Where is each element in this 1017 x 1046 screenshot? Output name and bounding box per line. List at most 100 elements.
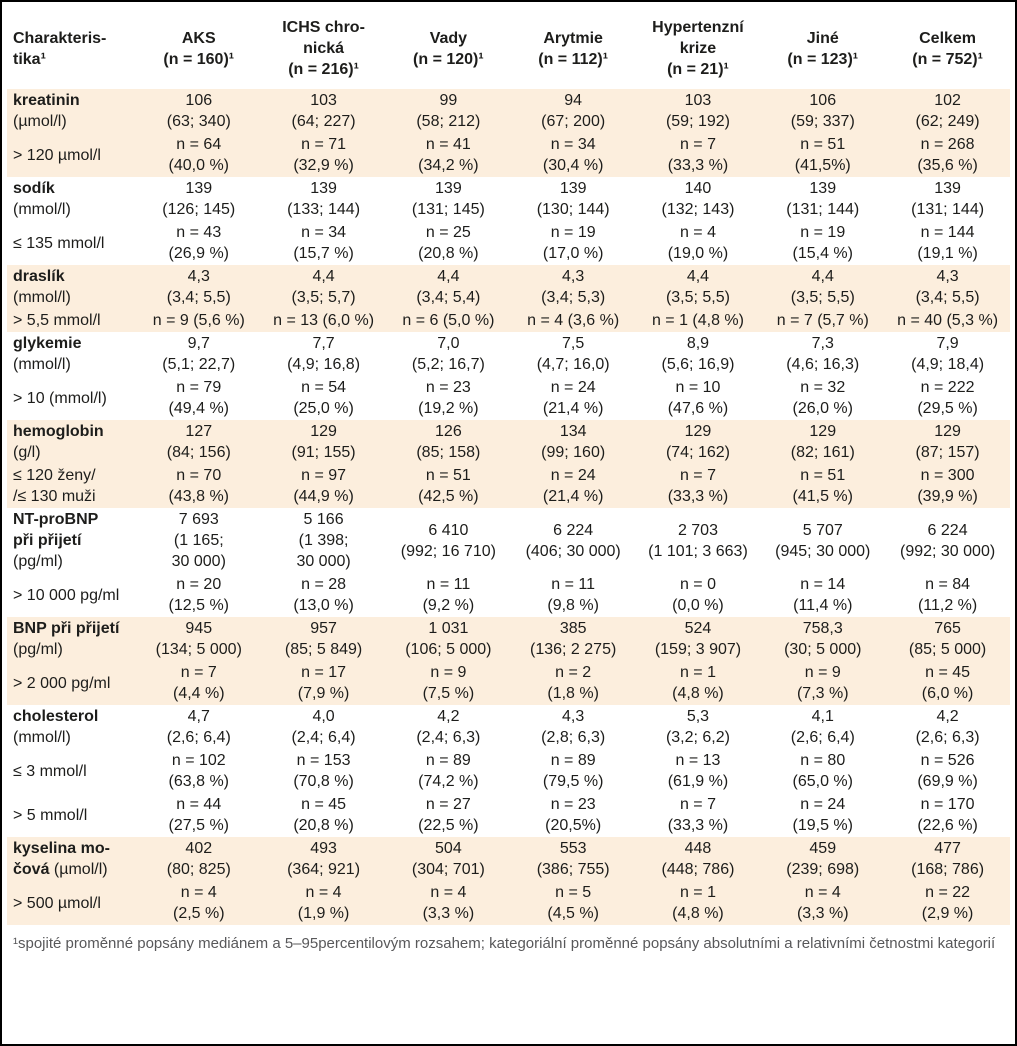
value-cell-ntprobnp-gt-10000-jine: n = 14 (11,4 %) (760, 573, 886, 617)
value-cell-cholesterol-median-vady: 4,2 (2,4; 6,3) (385, 705, 511, 749)
value-cell-sodik-median-vady: 139 (131; 145) (385, 177, 511, 221)
value-cell-cholesterol-le-3-hypertenzni: n = 13 (61,9 %) (635, 749, 761, 793)
value-cell-bnp-gt-2000-ichs: n = 17 (7,9 %) (261, 661, 386, 705)
value-cell-sodik-le-135-vady: n = 25 (20,8 %) (385, 221, 511, 265)
value-cell-ntprobnp-gt-10000-aks: n = 20 (12,5 %) (136, 573, 262, 617)
row-label-ntprobnp-median: NT-proBNP při přijetí (pg/ml) (7, 508, 137, 573)
value-cell-kreatinin-median-arytmie: 94 (67; 200) (510, 89, 636, 133)
value-cell-cholesterol-le-3-celkem: n = 526 (69,9 %) (885, 749, 1010, 793)
value-cell-sodik-median-celkem: 139 (131; 144) (885, 177, 1010, 221)
table-row-glykemie-gt-10: > 10 (mmol/l) n = 79 (49,4 %) n = 54 (25,0… (7, 376, 1010, 420)
value-cell-cholesterol-gt-5-vady: n = 27 (22,5 %) (385, 793, 511, 837)
table-row-draslik-gt-55: > 5,5 mmol/l n = 9 (5,6 %) n = 13 (6,0 %) n… (7, 309, 1010, 332)
value-cell-cholesterol-gt-5-hypertenzni: n = 7 (33,3 %) (635, 793, 761, 837)
table-row-glykemie-median: glykemie (mmol/l) 9,7 (5,1; 22,7) 7,7 (4,9;… (7, 332, 1010, 376)
value-cell-draslik-median-ichs: 4,4 (3,5; 5,7) (261, 265, 386, 309)
row-label-hemoglobin-median: hemoglobin (g/l) (7, 420, 137, 464)
value-cell-bnp-gt-2000-arytmie: n = 2 (1,8 %) (510, 661, 636, 705)
value-cell-kreatinin-gt-120-ichs: n = 71 (32,9 %) (261, 133, 386, 177)
value-cell-ntprobnp-gt-10000-arytmie: n = 11 (9,8 %) (510, 573, 636, 617)
value-cell-kyselina-gt-500-arytmie: n = 5 (4,5 %) (510, 881, 636, 925)
value-cell-kyselina-median-ichs: 493 (364; 921) (261, 837, 386, 881)
value-cell-sodik-median-jine: 139 (131; 144) (760, 177, 886, 221)
value-cell-draslik-gt-55-vady: n = 6 (5,0 %) (385, 309, 511, 332)
table-footnote: ¹spojité proměnné popsány mediánem a 5–9… (7, 925, 1010, 961)
value-cell-ntprobnp-median-vady: 6 410 (992; 16 710) (385, 508, 511, 573)
table-row-hemoglobin-median: hemoglobin (g/l) 127 (84; 156) 129 (91; 155… (7, 420, 1010, 464)
row-label-cholesterol-le-3: ≤ 3 mmol/l (7, 749, 137, 793)
table-row-draslik-median: draslík (mmol/l) 4,3 (3,4; 5,5) 4,4 (3,5; 5… (7, 265, 1010, 309)
value-cell-sodik-median-aks: 139 (126; 145) (136, 177, 262, 221)
value-cell-cholesterol-gt-5-jine: n = 24 (19,5 %) (760, 793, 886, 837)
value-cell-glykemie-median-aks: 9,7 (5,1; 22,7) (136, 332, 262, 376)
value-cell-cholesterol-le-3-aks: n = 102 (63,8 %) (136, 749, 262, 793)
value-cell-glykemie-gt-10-aks: n = 79 (49,4 %) (136, 376, 262, 420)
row-label-ntprobnp-gt-10000: > 10 000 pg/ml (7, 573, 137, 617)
value-cell-bnp-median-ichs: 957 (85; 5 849) (261, 617, 386, 661)
value-cell-cholesterol-median-celkem: 4,2 (2,6; 6,3) (885, 705, 1010, 749)
row-label-kyselina-gt-500: > 500 µmol/l (7, 881, 137, 925)
row-label-sodik-le-135: ≤ 135 mmol/l (7, 221, 137, 265)
table-row-ntprobnp-gt-10000: > 10 000 pg/ml n = 20 (12,5 %) n = 28 (13,… (7, 573, 1010, 617)
value-cell-kreatinin-median-vady: 99 (58; 212) (385, 89, 511, 133)
table-row-bnp-gt-2000: > 2 000 pg/ml n = 7 (4,4 %) n = 17 (7,9 %)… (7, 661, 1010, 705)
row-label-cholesterol-median: cholesterol (mmol/l) (7, 705, 137, 749)
value-cell-ntprobnp-gt-10000-hypertenzni: n = 0 (0,0 %) (635, 573, 761, 617)
value-cell-hemoglobin-le-120-130-jine: n = 51 (41,5 %) (760, 464, 886, 508)
header-characteristic: Charakteris- tika¹ (7, 8, 137, 89)
table-row-cholesterol-le-3: ≤ 3 mmol/l n = 102 (63,8 %) n = 153 (70,8 … (7, 749, 1010, 793)
value-cell-bnp-median-arytmie: 385 (136; 2 275) (510, 617, 636, 661)
value-cell-kreatinin-gt-120-arytmie: n = 34 (30,4 %) (510, 133, 636, 177)
value-cell-kreatinin-gt-120-aks: n = 64 (40,0 %) (136, 133, 262, 177)
column-header-arytmie: Arytmie (n = 112)¹ (510, 8, 636, 89)
table-row-hemoglobin-le-120-130: ≤ 120 ženy//≤ 130 muži n = 70 (43,8 %) n =… (7, 464, 1010, 508)
column-header-aks: AKS (n = 160)¹ (136, 8, 262, 89)
row-label-hemoglobin-le-120-130: ≤ 120 ženy//≤ 130 muži (7, 464, 137, 508)
value-cell-kyselina-median-celkem: 477 (168; 786) (885, 837, 1010, 881)
table-row-bnp-median: BNP při přijetí (pg/ml) 945 (134; 5 000) 95… (7, 617, 1010, 661)
column-header-celkem: Celkem (n = 752)¹ (885, 8, 1010, 89)
value-cell-sodik-median-arytmie: 139 (130; 144) (510, 177, 636, 221)
value-cell-hemoglobin-le-120-130-arytmie: n = 24 (21,4 %) (510, 464, 636, 508)
value-cell-bnp-gt-2000-celkem: n = 45 (6,0 %) (885, 661, 1010, 705)
value-cell-ntprobnp-gt-10000-vady: n = 11 (9,2 %) (385, 573, 511, 617)
value-cell-hemoglobin-median-arytmie: 134 (99; 160) (510, 420, 636, 464)
value-cell-bnp-gt-2000-vady: n = 9 (7,5 %) (385, 661, 511, 705)
value-cell-sodik-le-135-jine: n = 19 (15,4 %) (760, 221, 886, 265)
value-cell-kyselina-median-aks: 402 (80; 825) (136, 837, 262, 881)
value-cell-bnp-gt-2000-hypertenzni: n = 1 (4,8 %) (635, 661, 761, 705)
table-row-ntprobnp-median: NT-proBNP při přijetí (pg/ml) 7 693 (1 165;… (7, 508, 1010, 573)
value-cell-kyselina-gt-500-aks: n = 4 (2,5 %) (136, 881, 262, 925)
row-label-glykemie-gt-10: > 10 (mmol/l) (7, 376, 137, 420)
value-cell-kreatinin-median-aks: 106 (63; 340) (136, 89, 262, 133)
value-cell-bnp-gt-2000-jine: n = 9 (7,3 %) (760, 661, 886, 705)
row-label-bnp-gt-2000: > 2 000 pg/ml (7, 661, 137, 705)
value-cell-hemoglobin-median-jine: 129 (82; 161) (760, 420, 886, 464)
value-cell-hemoglobin-le-120-130-ichs: n = 97 (44,9 %) (261, 464, 386, 508)
row-label-kreatinin-gt-120: > 120 µmol/l (7, 133, 137, 177)
value-cell-kyselina-gt-500-hypertenzni: n = 1 (4,8 %) (635, 881, 761, 925)
value-cell-cholesterol-gt-5-celkem: n = 170 (22,6 %) (885, 793, 1010, 837)
value-cell-hemoglobin-median-celkem: 129 (87; 157) (885, 420, 1010, 464)
value-cell-kyselina-median-vady: 504 (304; 701) (385, 837, 511, 881)
value-cell-draslik-median-celkem: 4,3 (3,4; 5,5) (885, 265, 1010, 309)
value-cell-cholesterol-median-ichs: 4,0 (2,4; 6,4) (261, 705, 386, 749)
value-cell-bnp-median-hypertenzni: 524 (159; 3 907) (635, 617, 761, 661)
value-cell-kyselina-gt-500-vady: n = 4 (3,3 %) (385, 881, 511, 925)
value-cell-draslik-gt-55-ichs: n = 13 (6,0 %) (261, 309, 386, 332)
table-row-kyselina-gt-500: > 500 µmol/l n = 4 (2,5 %) n = 4 (1,9 %) n … (7, 881, 1010, 925)
value-cell-hemoglobin-le-120-130-celkem: n = 300 (39,9 %) (885, 464, 1010, 508)
value-cell-ntprobnp-median-arytmie: 6 224 (406; 30 000) (510, 508, 636, 573)
value-cell-kyselina-median-jine: 459 (239; 698) (760, 837, 886, 881)
value-cell-ntprobnp-median-aks: 7 693 (1 165; 30 000) (136, 508, 262, 573)
value-cell-bnp-gt-2000-aks: n = 7 (4,4 %) (136, 661, 262, 705)
value-cell-cholesterol-median-arytmie: 4,3 (2,8; 6,3) (510, 705, 636, 749)
value-cell-kreatinin-median-ichs: 103 (64; 227) (261, 89, 386, 133)
value-cell-draslik-median-arytmie: 4,3 (3,4; 5,3) (510, 265, 636, 309)
value-cell-hemoglobin-le-120-130-vady: n = 51 (42,5 %) (385, 464, 511, 508)
value-cell-hemoglobin-le-120-130-hypertenzni: n = 7 (33,3 %) (635, 464, 761, 508)
value-cell-cholesterol-median-hypertenzni: 5,3 (3,2; 6,2) (635, 705, 761, 749)
value-cell-glykemie-gt-10-arytmie: n = 24 (21,4 %) (510, 376, 636, 420)
table-body: kreatinin (µmol/l) 106 (63; 340) 103 (64; 2… (7, 89, 1010, 925)
value-cell-sodik-median-hypertenzni: 140 (132; 143) (635, 177, 761, 221)
